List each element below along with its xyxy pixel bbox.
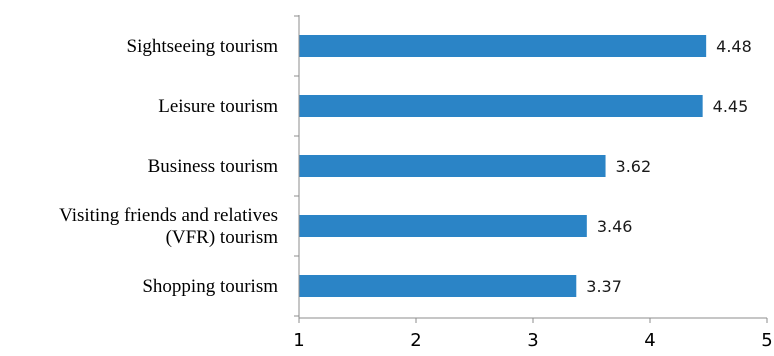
bars-group xyxy=(299,35,707,297)
category-label: (VFR) tourism xyxy=(166,227,279,248)
x-tick-label: 2 xyxy=(410,330,421,351)
x-tick-label: 1 xyxy=(293,330,304,351)
bar xyxy=(299,95,703,117)
category-label: Business tourism xyxy=(148,156,279,177)
x-ticks-group: 1 2 3 4 5 xyxy=(293,318,773,351)
bar xyxy=(299,35,707,57)
bar-value-label: 4.48 xyxy=(716,37,752,56)
x-tick-label: 3 xyxy=(527,330,538,351)
category-label: Visiting friends and relatives xyxy=(59,205,278,226)
bar-value-label: 3.62 xyxy=(616,157,652,176)
category-label: Leisure tourism xyxy=(158,96,278,117)
x-tick-label: 5 xyxy=(761,330,772,351)
bar xyxy=(299,215,587,237)
bar xyxy=(299,275,577,297)
value-labels-group: 4.48 4.45 3.62 3.46 3.37 xyxy=(586,37,751,296)
bar xyxy=(299,155,606,177)
category-labels-group: Sightseeing tourism Leisure tourism Busine… xyxy=(59,36,278,297)
bar-value-label: 3.46 xyxy=(597,217,633,236)
category-label: Shopping tourism xyxy=(142,276,278,297)
category-label: Sightseeing tourism xyxy=(127,36,279,57)
bar-value-label: 4.45 xyxy=(713,97,749,116)
x-tick-label: 4 xyxy=(644,330,655,351)
bar-value-label: 3.37 xyxy=(586,277,622,296)
